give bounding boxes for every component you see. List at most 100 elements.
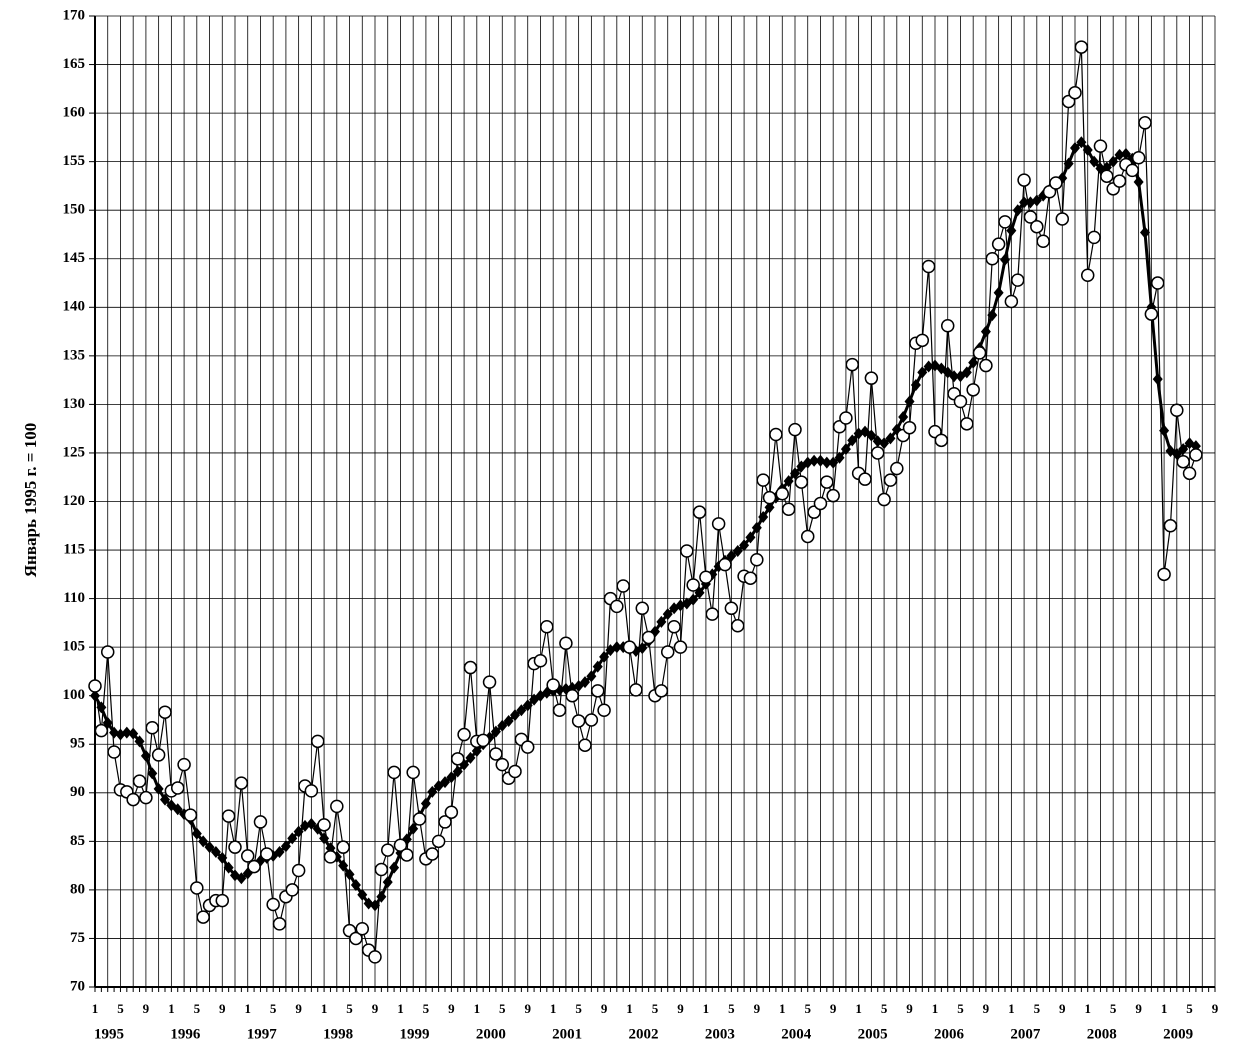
y-tick-label: 110	[63, 590, 85, 606]
point	[940, 318, 955, 333]
point	[809, 454, 820, 467]
x-tick-label: 9	[372, 1001, 379, 1016]
point	[654, 684, 669, 698]
point	[953, 394, 968, 409]
point	[991, 237, 1006, 251]
point	[1017, 173, 1031, 187]
point	[662, 608, 673, 621]
point	[1112, 174, 1127, 188]
x-tick-label: 5	[1186, 1001, 1193, 1016]
point	[190, 881, 204, 895]
y-tick-label: 85	[70, 833, 85, 849]
point	[508, 764, 522, 779]
point	[739, 539, 750, 552]
point	[151, 748, 166, 762]
point	[304, 784, 319, 798]
point	[408, 822, 419, 835]
x-tick-label: 1	[1008, 1001, 1015, 1016]
x-tick-label: 5	[423, 1001, 430, 1016]
point	[1108, 155, 1119, 168]
point	[431, 834, 446, 849]
point	[921, 259, 936, 274]
point	[864, 371, 879, 385]
x-tick-label: 1	[92, 1001, 99, 1016]
point	[1089, 155, 1100, 168]
point	[1189, 448, 1203, 462]
point	[1133, 176, 1144, 189]
point	[987, 309, 998, 322]
point	[368, 950, 382, 964]
point	[540, 620, 554, 634]
point	[503, 714, 514, 727]
year-label: 2003	[705, 1026, 735, 1042]
year-label: 2007	[1010, 1026, 1041, 1042]
point	[1030, 219, 1044, 234]
point	[968, 356, 979, 369]
point	[463, 660, 478, 675]
y-tick-label: 115	[63, 541, 85, 557]
point	[1019, 196, 1030, 209]
point	[692, 505, 707, 519]
y-tick-label: 170	[63, 7, 86, 23]
point	[890, 461, 904, 476]
point	[1074, 40, 1089, 54]
point	[349, 931, 363, 946]
x-tick-label: 9	[448, 1001, 455, 1016]
x-tick-label: 9	[219, 1001, 226, 1016]
point	[1120, 147, 1131, 160]
point	[781, 502, 796, 517]
point	[680, 544, 694, 558]
point	[866, 429, 877, 442]
y-tick-label: 155	[63, 153, 86, 169]
point	[724, 601, 739, 616]
point	[590, 684, 605, 698]
point	[902, 420, 917, 435]
point	[730, 619, 745, 633]
point	[516, 704, 527, 717]
x-tick-label: 1	[779, 1001, 786, 1016]
year-label: 1997	[247, 1026, 278, 1042]
point	[191, 827, 202, 840]
x-tick-label: 5	[728, 1001, 735, 1016]
point	[616, 579, 630, 593]
point	[438, 815, 452, 829]
point	[306, 817, 317, 830]
point	[559, 636, 573, 651]
point	[107, 745, 121, 759]
point	[287, 832, 298, 845]
point	[934, 433, 949, 448]
point	[1068, 85, 1082, 100]
x-tick-label: 5	[117, 1001, 124, 1016]
point	[450, 752, 465, 766]
point	[879, 437, 890, 450]
point	[253, 815, 268, 829]
point	[471, 745, 482, 758]
year-label: 2008	[1087, 1026, 1117, 1042]
x-tick-label: 5	[881, 1001, 888, 1016]
point	[260, 847, 274, 861]
x-tick-label: 9	[524, 1001, 531, 1016]
x-tick-label: 1	[1161, 1001, 1168, 1016]
point	[482, 675, 497, 689]
point	[88, 679, 102, 693]
point	[520, 740, 535, 754]
point	[510, 709, 520, 722]
x-tick-label: 9	[906, 1001, 913, 1016]
point	[1004, 294, 1019, 309]
point	[622, 640, 637, 654]
x-tick-label: 9	[143, 1001, 150, 1016]
point	[1006, 224, 1017, 237]
year-label: 2002	[629, 1026, 659, 1042]
point	[592, 660, 603, 673]
x-tick-label: 9	[1059, 1001, 1066, 1016]
point	[673, 640, 688, 654]
point	[266, 897, 280, 912]
point	[497, 719, 508, 732]
point	[427, 785, 438, 798]
point	[412, 812, 427, 826]
point	[1114, 148, 1125, 161]
point	[745, 531, 756, 544]
x-tick-label: 9	[830, 1001, 837, 1016]
point	[764, 501, 775, 514]
